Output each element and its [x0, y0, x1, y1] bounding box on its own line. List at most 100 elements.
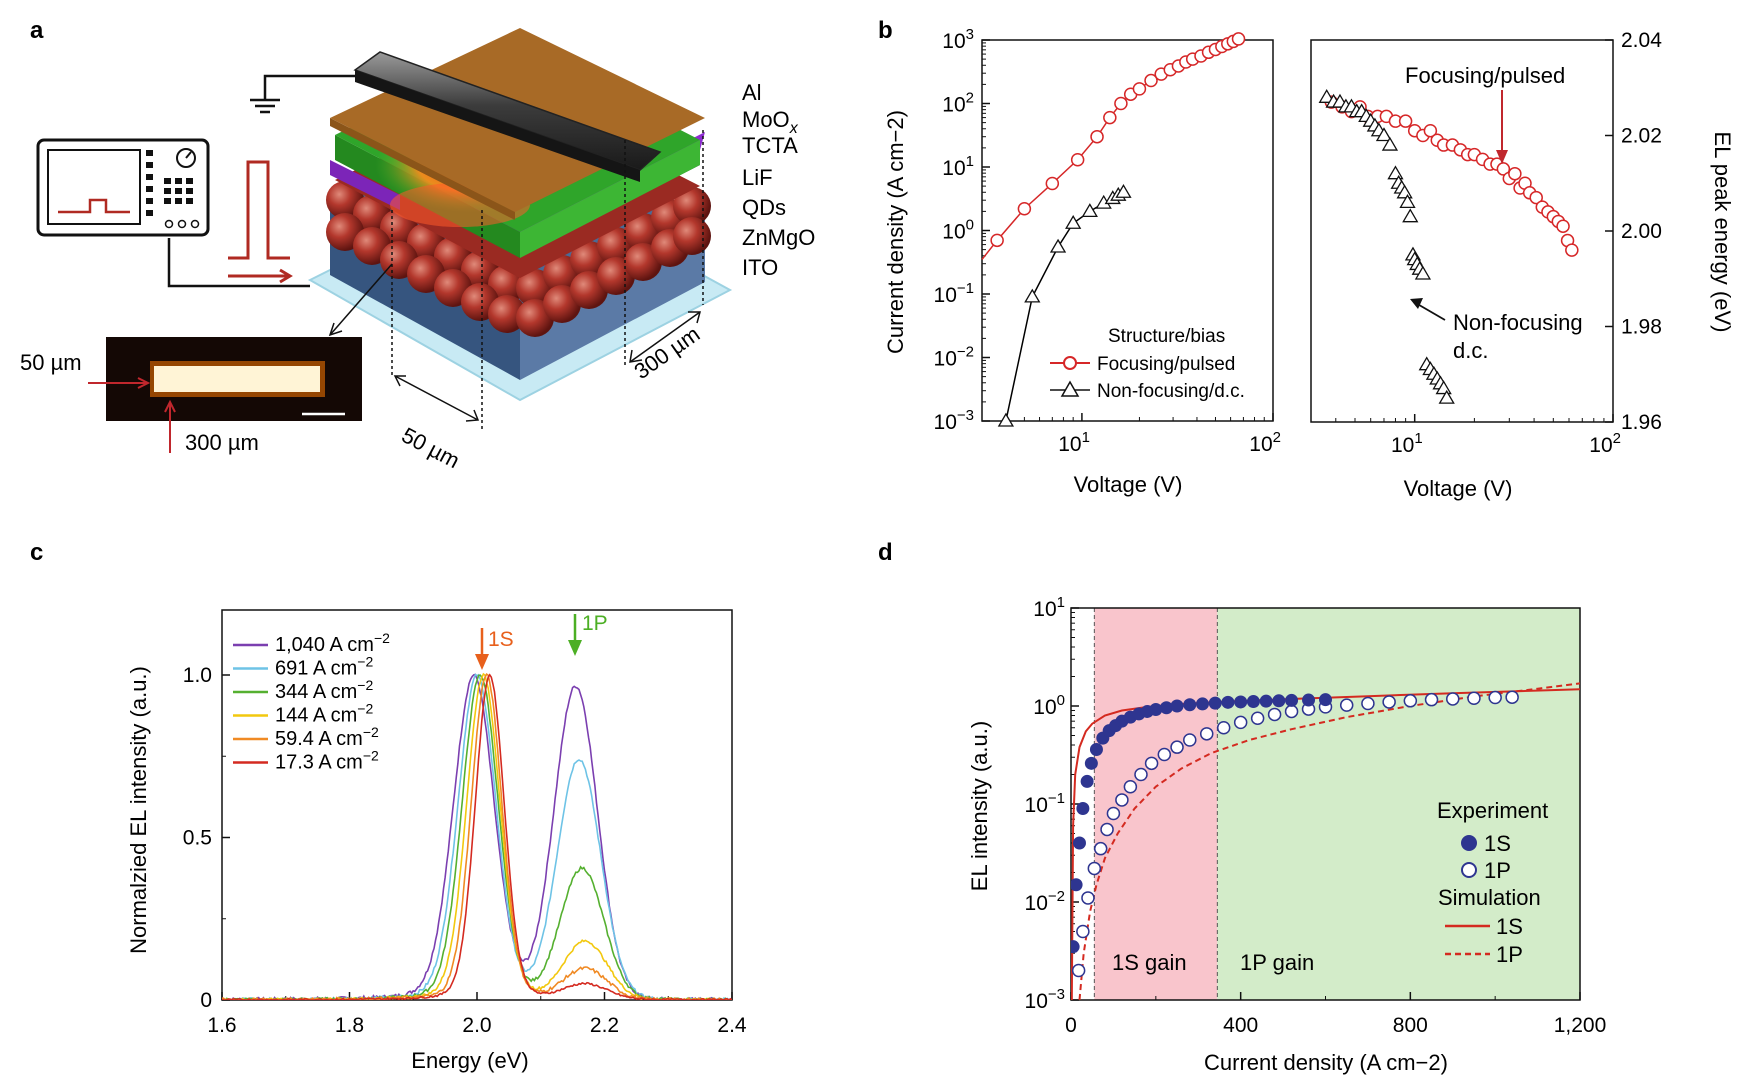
- d-exp-1s-point: [1195, 697, 1209, 711]
- b-annot-nonfocusing: Non-focusing: [1453, 310, 1583, 335]
- b-annot-focusing: Focusing/pulsed: [1405, 63, 1565, 88]
- d-xtick-label: 800: [1393, 1014, 1428, 1037]
- d-exp-1s-point: [1302, 693, 1316, 707]
- dim-label-top: 50 µm: [20, 350, 82, 375]
- d-exp-1p-point: [1100, 822, 1114, 837]
- el-micrograph-image: [106, 337, 362, 421]
- b-left-point-nonfocusing: [1081, 203, 1098, 218]
- b-right-ytick-label: 2.00: [1621, 220, 1662, 243]
- b-legend-entry-focusing: Focusing/pulsed: [1097, 354, 1235, 375]
- b-right-point-nonfocusing: [1399, 194, 1416, 209]
- c-annot-1s: 1S: [488, 628, 514, 651]
- b-left-ytick-label: 103: [942, 26, 974, 53]
- d-exp-1p-point: [1382, 695, 1396, 709]
- c-ytick-label: 0.5: [183, 827, 212, 850]
- ground-icon: [250, 98, 280, 114]
- device-stack-diagram: [307, 28, 733, 402]
- d-ytick-label: 101: [1033, 594, 1065, 621]
- d-xtick-label: 1,200: [1554, 1014, 1607, 1037]
- b-left-point-nonfocusing: [1065, 214, 1082, 229]
- c-legend-entry: 1,040 A cm−2: [275, 630, 390, 656]
- wire-bottom: [167, 238, 310, 288]
- c-xtick-label: 2.4: [717, 1014, 747, 1037]
- d-legend-experiment: Experiment: [1437, 798, 1548, 823]
- b-right-point-nonfocusing: [1387, 165, 1404, 180]
- d-region-shade: [1217, 608, 1580, 1000]
- layer-label-lif: LiF: [742, 165, 773, 190]
- wire-ground: [263, 74, 355, 100]
- d-xlabel: Current density (A cm−2): [1204, 1050, 1448, 1075]
- c-ytick-label: 0: [200, 989, 212, 1012]
- b-right-xlabel: Voltage (V): [1404, 476, 1513, 501]
- c-series-line: [222, 673, 732, 1000]
- b-left-point-nonfocusing: [997, 412, 1015, 427]
- d-exp-1p-point: [1446, 692, 1460, 706]
- b-left-point-focusing: [1132, 82, 1147, 96]
- b-left-point-focusing: [1114, 96, 1128, 111]
- b-left-point-nonfocusing: [1024, 288, 1041, 303]
- d-exp-1p-point: [1087, 861, 1102, 876]
- b-right-ylabel: EL peak energy (eV): [1710, 132, 1735, 333]
- d-plot: [1071, 682, 1580, 1000]
- dimension-lines: [328, 130, 704, 430]
- b-left-plot: [981, 32, 1246, 427]
- b-right-point-nonfocusing: [1381, 136, 1399, 151]
- b-left-ytick-label: 10−3: [934, 407, 974, 434]
- b-right-ytick-label: 1.96: [1621, 411, 1662, 434]
- panel-label-c: c: [30, 539, 43, 566]
- d-exp-1p-point: [1123, 779, 1138, 794]
- d-legend-1s-sim: 1S: [1496, 914, 1523, 939]
- d-exp-1p-point: [1093, 841, 1108, 856]
- b-left-ytick-label: 10−1: [934, 280, 974, 307]
- c-xtick-label: 1.6: [207, 1014, 236, 1037]
- b-right-xtick-label: 101: [1391, 430, 1423, 457]
- b-left-point-focusing: [1103, 110, 1117, 125]
- d-ticks: 0 400 800 1,200 10−3 10−2 10−1 100 101: [1025, 594, 1607, 1037]
- b-right-point-focusing: [1398, 114, 1413, 128]
- d-exp-1s-point: [1221, 695, 1235, 709]
- d-exp-1p-point: [1183, 733, 1197, 747]
- d-exp-1s-point: [1170, 699, 1184, 713]
- b-legend: Structure/bias Focusing/pulsed Non-focus…: [1050, 326, 1245, 402]
- dim-label-bottom: 300 µm: [185, 430, 259, 455]
- d-exp-1p-point: [1071, 963, 1086, 978]
- d-exp-1s-point: [1259, 694, 1273, 708]
- b-left-point-focusing: [1017, 202, 1032, 216]
- d-exp-1s-point: [1084, 756, 1098, 770]
- dim-label-width: 50 µm: [398, 422, 464, 473]
- d-exp-1p-point: [1076, 924, 1090, 939]
- layer-label-tcta: TCTA: [742, 133, 798, 158]
- b-right-point-nonfocusing: [1318, 89, 1335, 103]
- d-exp-1p-point: [1233, 715, 1248, 730]
- b-right-point-focusing: [1423, 123, 1438, 138]
- d-exp-1s-point: [1234, 695, 1248, 709]
- d-exp-1p-point: [1403, 694, 1418, 708]
- d-exp-1p-point: [1267, 707, 1282, 722]
- d-exp-1s-point: [1149, 703, 1163, 717]
- d-exp-1s-point: [1071, 940, 1080, 954]
- b-left-xtick-label: 101: [1058, 429, 1090, 456]
- b-legend-title: Structure/bias: [1108, 326, 1225, 347]
- panel-c: c 1.6 1.8 2.0 2.2 2.4 0 0.5 1.0 Normalzied EL i…: [30, 539, 747, 1073]
- d-exp-1s-point: [1071, 878, 1083, 892]
- pulse-icon: [228, 160, 293, 284]
- c-annot-1p: 1P: [582, 612, 608, 635]
- c-legend-entry: 59.4 A cm−2: [275, 724, 379, 750]
- d-exp-1p-point: [1170, 740, 1184, 754]
- b-right-point-focusing: [1508, 166, 1522, 181]
- d-exp-1p-point: [1216, 720, 1231, 735]
- b-legend-entry-nonfocusing: Non-focusing/d.c.: [1097, 381, 1245, 402]
- c-legend-entry: 17.3 A cm−2: [275, 748, 379, 774]
- c-ytick-label: 1.0: [183, 664, 212, 687]
- b-left-point-nonfocusing: [1049, 238, 1067, 253]
- b-left-point-focusing: [1070, 153, 1085, 167]
- d-ytick-label: 10−3: [1025, 986, 1065, 1013]
- d-exp-1s-point: [1076, 801, 1090, 815]
- d-exp-1p-point: [1081, 891, 1095, 905]
- panel-b: b 10−3 10−2 10−1 100 101 102 103 101 102 Current…: [878, 17, 1735, 501]
- d-exp-1p-point: [1284, 704, 1299, 719]
- d-exp-1s-point: [1246, 695, 1260, 709]
- d-region-label-1s: 1S gain: [1112, 950, 1187, 975]
